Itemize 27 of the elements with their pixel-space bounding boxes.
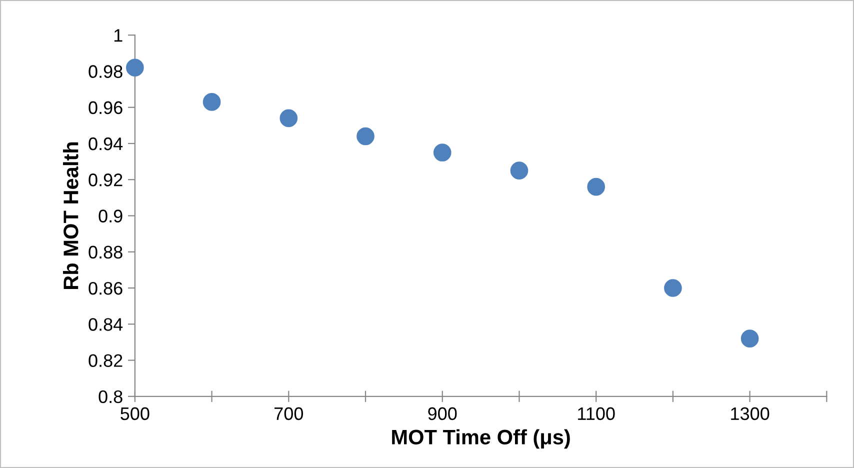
point <box>126 58 144 77</box>
x-axis-title: MOT Time Off (μs) <box>392 429 570 449</box>
point <box>587 178 606 196</box>
y-tick-label: 0.96 <box>88 101 122 114</box>
point <box>740 330 759 348</box>
point <box>356 127 374 146</box>
y-tick-label: 0.94 <box>88 137 123 150</box>
y-tick-label: 0.82 <box>88 354 122 367</box>
y-tick-label: 0.88 <box>88 246 122 259</box>
point <box>202 93 221 111</box>
y-tick-label: 0.84 <box>88 318 123 331</box>
point <box>664 279 682 297</box>
x-tick-label: 700 <box>274 407 304 420</box>
y-tick-label: 0.98 <box>88 65 122 78</box>
y-tick-label: 0.8 <box>98 390 122 404</box>
x-tick-label: 1300 <box>731 407 770 420</box>
y-tick-label: 0.86 <box>88 282 122 295</box>
x-tick-label: 900 <box>428 407 457 420</box>
point <box>510 162 528 180</box>
y-tick-label: 1 <box>114 29 122 42</box>
y-tick-label: 0.9 <box>98 210 122 222</box>
x-tick-label: 500 <box>120 407 150 420</box>
y-axis-title: Rb MOT Health <box>63 142 78 289</box>
point <box>280 109 298 128</box>
x-tick-label: 1100 <box>578 407 615 420</box>
point <box>433 144 452 162</box>
y-tick-label: 0.92 <box>88 174 122 186</box>
